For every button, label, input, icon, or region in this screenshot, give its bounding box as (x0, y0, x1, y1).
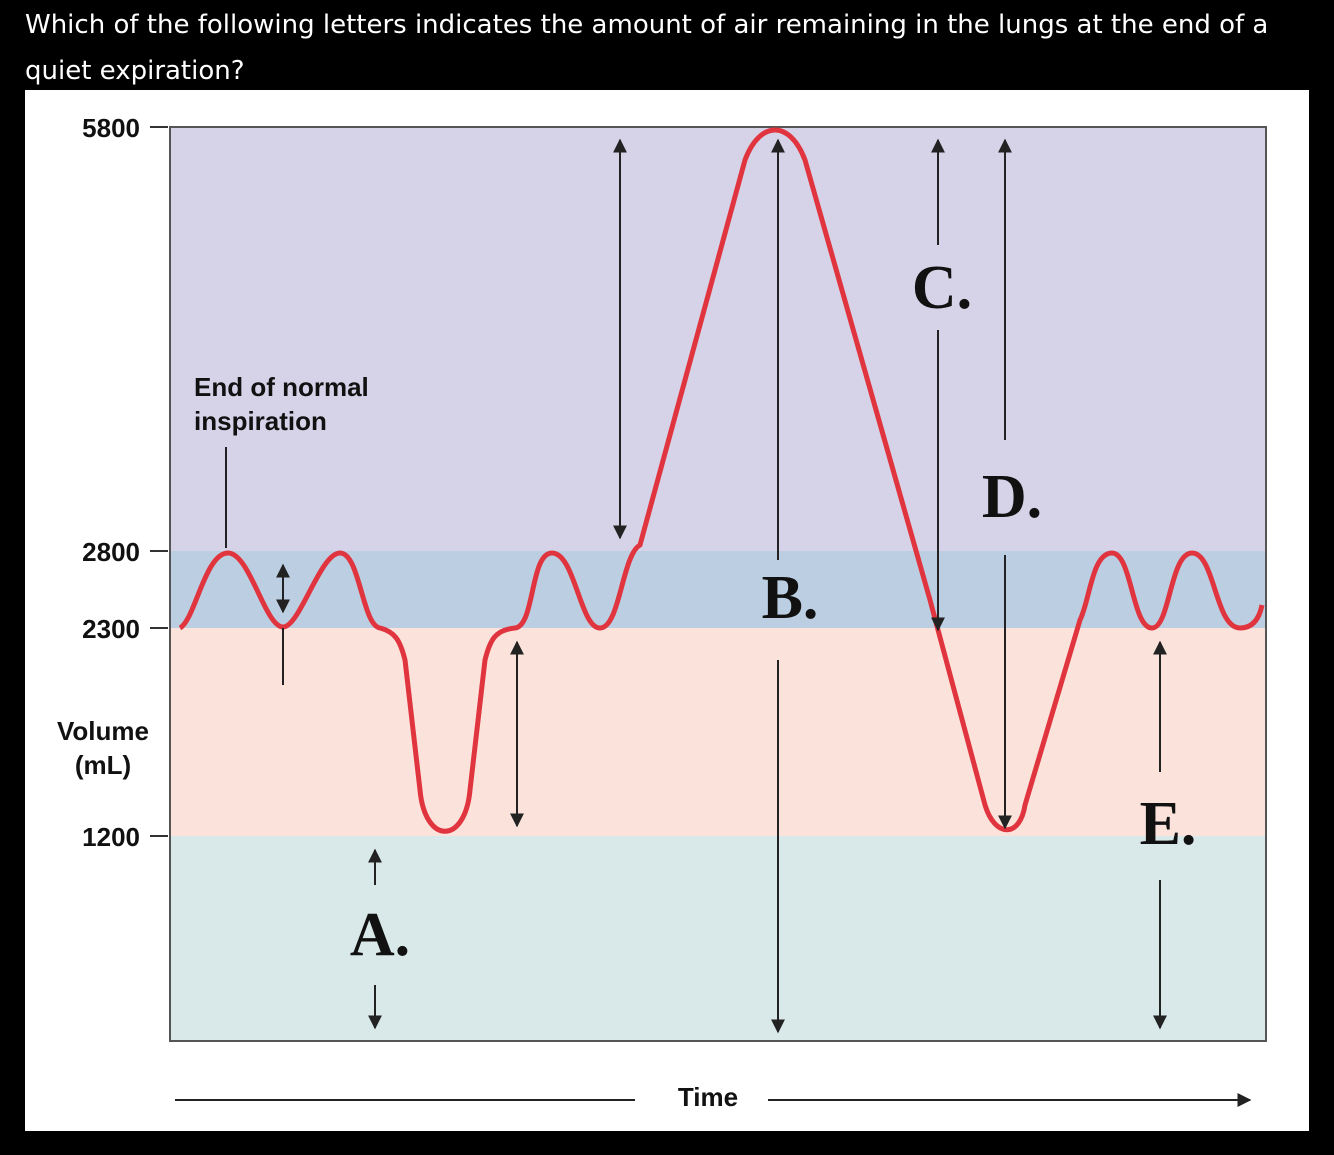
y-tick-label: 5800 (82, 113, 140, 143)
y-axis-label: (mL) (75, 750, 131, 780)
option-letter: E. (1140, 790, 1197, 858)
band (170, 127, 1266, 551)
plot-frame (169, 126, 1267, 1042)
option-letter: C. (912, 254, 972, 322)
annotation: End of normal (194, 372, 369, 402)
volume-curve (178, 127, 1265, 834)
x-axis-label: Time (678, 1082, 738, 1112)
option-letter: B. (762, 564, 819, 632)
option-letter: D. (982, 463, 1042, 531)
question: Which of the following letters indicates… (25, 10, 1269, 86)
y-tick-label: 1200 (82, 822, 140, 852)
y-tick-label: 2800 (82, 537, 140, 567)
band (170, 836, 1266, 1041)
tick-marks (150, 126, 168, 837)
band (170, 628, 1266, 836)
arrows (175, 138, 1252, 1107)
y-axis-label: Volume (57, 716, 149, 746)
y-tick-label: 2300 (82, 614, 140, 644)
annotation: inspiration (194, 406, 327, 436)
option-letter: A. (350, 901, 410, 969)
